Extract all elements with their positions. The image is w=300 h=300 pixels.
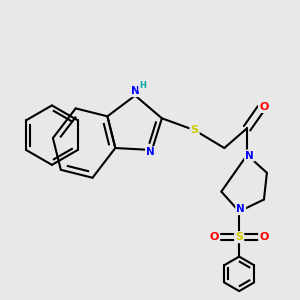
Text: N: N [245, 151, 254, 160]
Text: H: H [139, 82, 146, 91]
Text: S: S [190, 125, 199, 135]
Text: O: O [259, 102, 268, 112]
Text: N: N [146, 147, 155, 158]
Text: N: N [236, 204, 245, 214]
Text: O: O [259, 232, 268, 242]
Text: N: N [131, 86, 140, 96]
Text: S: S [235, 232, 243, 242]
Text: O: O [210, 232, 219, 242]
